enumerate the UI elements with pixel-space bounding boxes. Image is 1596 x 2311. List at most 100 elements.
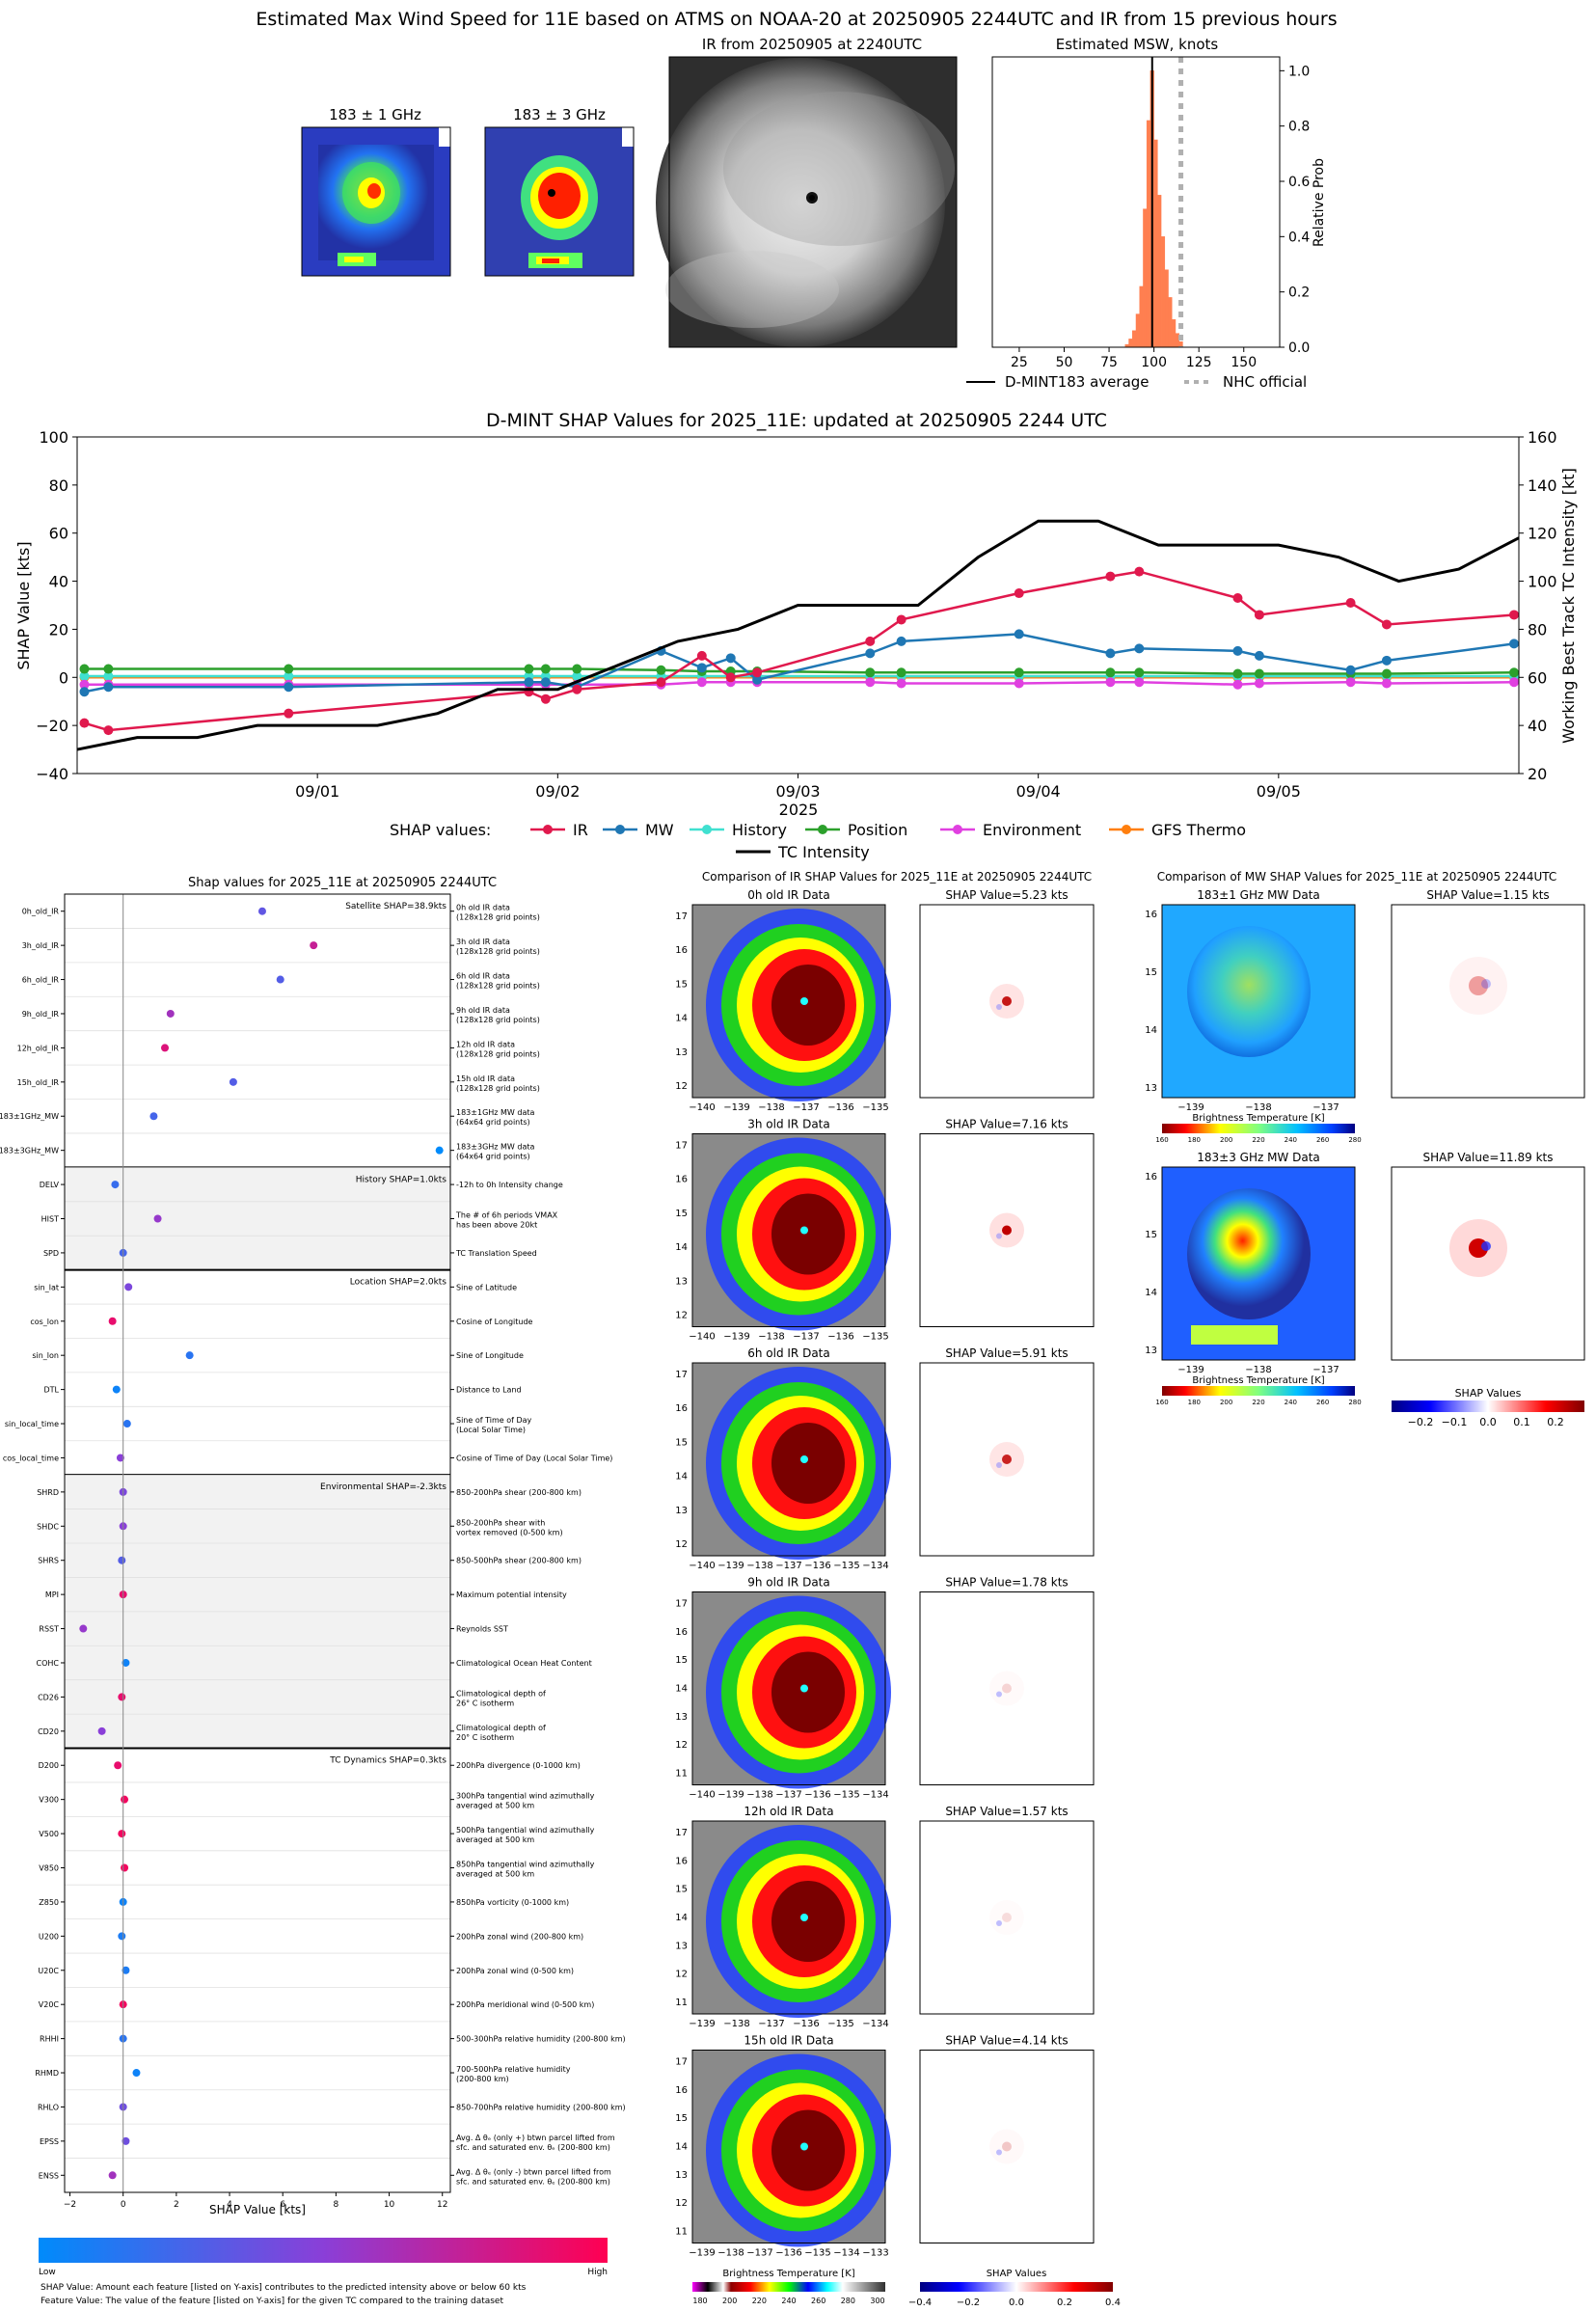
ir-xtick-label: −139 — [689, 2019, 715, 2029]
ir-shap-colorbar — [920, 2282, 1113, 2292]
ir-comparison: Comparison of IR SHAP Values for 2025_11… — [675, 870, 1121, 2308]
feature-name: EPSS — [40, 2137, 59, 2146]
ts-xtick-label: 09/04 — [1016, 782, 1061, 801]
ir-panel-title: 9h old IR Data — [747, 1576, 830, 1590]
ts-point-ir — [572, 684, 582, 694]
ir-eye — [800, 1455, 808, 1463]
ts-ytick-right-label: 120 — [1528, 525, 1557, 543]
legend-label-tc-intensity: TC Intensity — [777, 843, 870, 861]
ir-image-title: IR from 20250905 at 2240UTC — [702, 36, 922, 53]
feature-desc: Climatological depth of — [456, 1689, 546, 1698]
mw-ytick-label: 13 — [1145, 1346, 1157, 1356]
feature-desc: 700-500hPa relative humidity — [456, 2065, 571, 2074]
feature-shap-point — [122, 1658, 130, 1667]
feature-desc: 200hPa meridional wind (0-500 km) — [456, 2000, 594, 2009]
mw-colorbar-tick: 240 — [1285, 1136, 1297, 1144]
ir-band-core — [771, 2109, 845, 2191]
mw-colorbar-tick: 200 — [1220, 1136, 1232, 1144]
feature-shap-point — [122, 2136, 130, 2145]
ts-point-ir — [1105, 571, 1116, 582]
feature-desc: Sine of Longitude — [456, 1351, 524, 1360]
mw-panel-frame — [1161, 904, 1356, 1099]
ir-panel-frame — [691, 1133, 886, 1327]
feature-desc: Maximum potential intensity — [456, 1591, 567, 1599]
feature-group-label: TC Dynamics SHAP=0.3kts — [329, 1756, 446, 1766]
msw-bar-13 — [1172, 319, 1177, 348]
ir-xtick-label: −134 — [862, 1561, 888, 1571]
mw-shap-colorbar-tick: −0.2 — [1408, 1416, 1434, 1428]
ir-shap-panel — [919, 2050, 1095, 2243]
mw-colorbar-tick: 260 — [1316, 1399, 1329, 1406]
ir-ytick-label: 15 — [675, 1885, 688, 1895]
msw-histogram: Estimated MSW, knots 25 50 75 100 125 150 0.0 0… — [991, 36, 1327, 370]
ir-xtick-label: −137 — [793, 1102, 819, 1113]
ir-shap-core — [1002, 1913, 1012, 1922]
mw-xtick-label: −137 — [1312, 1365, 1339, 1375]
feature-name: RHMD — [35, 2069, 59, 2078]
ir-band-core — [771, 1193, 845, 1275]
mw-shap-colorbar-tick: 0.2 — [1547, 1416, 1564, 1428]
timeseries-title: D-MINT SHAP Values for 2025_11E: updated… — [486, 410, 1107, 431]
feature-shap-point — [185, 1351, 194, 1360]
legend-marker-environment — [953, 825, 962, 834]
feature-desc-2: averaged at 500 km — [456, 1835, 534, 1844]
feature-name: 3h_old_IR — [22, 941, 60, 950]
feature-desc-2: averaged at 500 km — [456, 1870, 534, 1879]
ir-ytick-label: 13 — [675, 1506, 688, 1516]
ts-point-position — [1134, 667, 1145, 678]
mw-xtick-label: −139 — [1177, 1102, 1204, 1113]
ir-shap-colorbar-tick: −0.4 — [908, 2297, 932, 2308]
ir-xtick-label: −136 — [804, 1561, 830, 1571]
ir-xtick-label: −139 — [723, 1102, 749, 1113]
mw-colorbar-label: Brightness Temperature [K] — [1192, 1375, 1324, 1386]
ir-ytick-label: 16 — [675, 1175, 688, 1185]
ts-point-mw — [1254, 650, 1264, 661]
mw-xtick-label: −138 — [1245, 1365, 1271, 1375]
ts-xtick-label: 09/02 — [535, 782, 580, 801]
msw-bar-11 — [1164, 269, 1169, 348]
footnote-shap: SHAP Value: Amount each feature [listed … — [41, 2283, 527, 2293]
mw-ytick-label: 15 — [1145, 967, 1157, 978]
ts-point-ir — [1014, 588, 1024, 599]
ir-xtick-label: −135 — [862, 1102, 888, 1113]
feature-name: MPI — [45, 1591, 59, 1599]
ir-xtick-label: −138 — [758, 1332, 784, 1343]
msw-bar-2 — [1132, 330, 1137, 348]
feature-shap-point — [153, 1214, 162, 1223]
colorbar-low: Low — [39, 2268, 56, 2277]
ts-point-environment — [696, 677, 707, 688]
ts-ytick-left-label: 80 — [49, 476, 68, 495]
ts-point-ir — [1232, 593, 1243, 604]
ir-xtick-label: −140 — [689, 1790, 715, 1801]
feature-name: DTL — [43, 1386, 59, 1395]
ts-ytick-right-label: 100 — [1528, 573, 1557, 591]
ts-ytick-left-label: 20 — [49, 620, 68, 639]
feature-name: SHRD — [37, 1488, 59, 1497]
feature-group-label: Location SHAP=2.0kts — [350, 1278, 447, 1288]
mw-colorbar-tick: 220 — [1252, 1399, 1264, 1406]
ts-point-mw — [1381, 655, 1392, 666]
feature-desc-2: 20° C isotherm — [456, 1733, 514, 1742]
feature-desc: -12h to 0h Intensity change — [456, 1181, 563, 1189]
feature-name: U20C — [38, 1967, 59, 1975]
mw-colorbar-tick: 240 — [1285, 1399, 1297, 1406]
feature-desc: 850hPa vorticity (0-1000 km) — [456, 1898, 569, 1907]
ts-point-ir — [1509, 610, 1520, 620]
ts-point-environment — [1509, 677, 1520, 688]
ts-point-history — [284, 671, 294, 682]
mw-rainband — [1191, 1325, 1278, 1345]
ts-point-mw — [524, 677, 534, 688]
ir-xtick-label: −134 — [862, 2019, 888, 2029]
ts-point-position — [1232, 668, 1243, 679]
ir-panel-frame — [691, 1820, 886, 2015]
legend-marker-history — [702, 825, 712, 834]
feature-desc-2: averaged at 500 km — [456, 1802, 534, 1810]
feature-desc: 500hPa tangential wind azimuthally — [456, 1826, 595, 1835]
ts-point-mw — [1134, 643, 1145, 654]
ts-point-ir — [284, 708, 294, 719]
feature-name: 6h_old_IR — [22, 976, 60, 985]
ir-shap-neg — [996, 1004, 1002, 1010]
ir-ytick-label: 12 — [675, 1311, 688, 1321]
feature-plot-frame — [64, 893, 451, 2193]
ir-band-core — [771, 1881, 845, 1962]
